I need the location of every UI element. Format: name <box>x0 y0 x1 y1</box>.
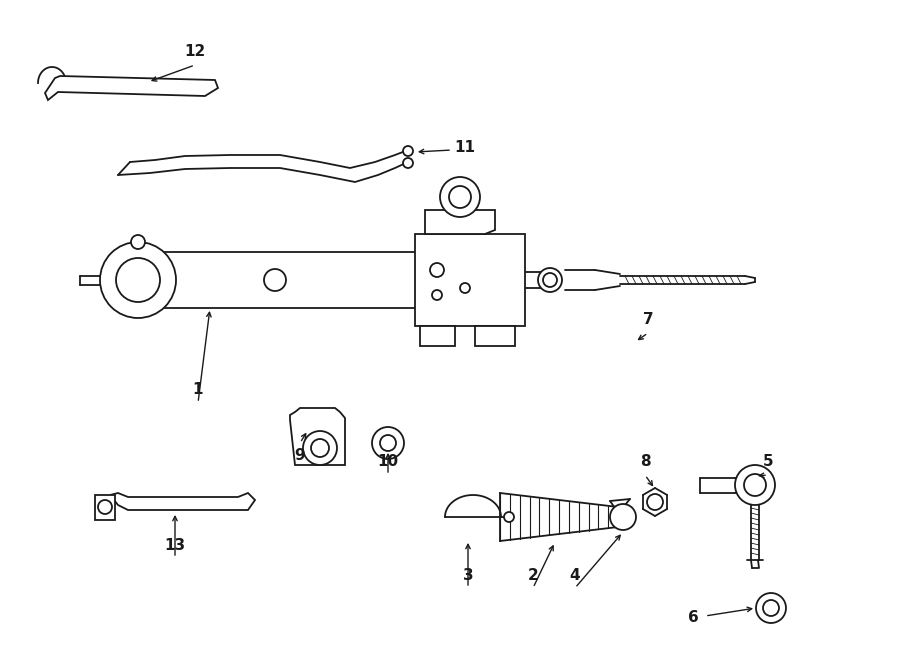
Circle shape <box>98 500 112 514</box>
Text: 5: 5 <box>762 455 773 469</box>
Circle shape <box>744 474 766 496</box>
Circle shape <box>504 512 514 522</box>
Circle shape <box>303 431 337 465</box>
Circle shape <box>735 465 775 505</box>
Text: 1: 1 <box>193 383 203 397</box>
Circle shape <box>763 600 779 616</box>
Text: 8: 8 <box>640 455 651 469</box>
Text: 3: 3 <box>463 568 473 582</box>
Circle shape <box>311 439 329 457</box>
Polygon shape <box>290 408 345 465</box>
Circle shape <box>116 258 160 302</box>
Circle shape <box>449 186 471 208</box>
Circle shape <box>460 283 470 293</box>
Polygon shape <box>475 326 515 346</box>
Polygon shape <box>95 495 115 520</box>
Circle shape <box>538 268 562 292</box>
Circle shape <box>543 273 557 287</box>
Circle shape <box>372 427 404 459</box>
Circle shape <box>100 242 176 318</box>
Text: 11: 11 <box>454 141 475 155</box>
Circle shape <box>403 146 413 156</box>
Circle shape <box>610 504 636 530</box>
Circle shape <box>647 494 663 510</box>
Circle shape <box>380 435 396 451</box>
Circle shape <box>756 593 786 623</box>
Text: 9: 9 <box>294 447 305 463</box>
Polygon shape <box>420 326 455 346</box>
Circle shape <box>403 158 413 168</box>
Text: 6: 6 <box>688 611 698 625</box>
Circle shape <box>430 263 444 277</box>
Circle shape <box>432 290 442 300</box>
Circle shape <box>440 177 480 217</box>
Circle shape <box>131 235 145 249</box>
Text: 2: 2 <box>527 568 538 582</box>
Text: 12: 12 <box>184 44 205 59</box>
Polygon shape <box>110 493 255 510</box>
Text: 10: 10 <box>377 455 399 469</box>
Circle shape <box>264 269 286 291</box>
Polygon shape <box>425 210 495 234</box>
Text: 13: 13 <box>165 537 185 553</box>
Text: 4: 4 <box>570 568 580 582</box>
Polygon shape <box>45 76 218 100</box>
Polygon shape <box>415 234 525 326</box>
Text: 7: 7 <box>643 313 653 327</box>
